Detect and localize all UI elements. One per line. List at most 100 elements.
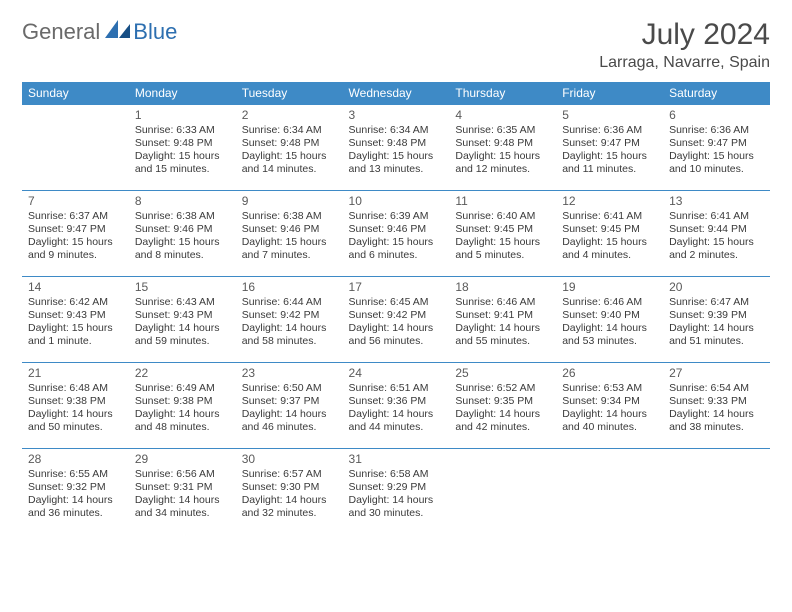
daylight-text: and 48 minutes. bbox=[135, 421, 230, 434]
sunrise-text: Sunrise: 6:52 AM bbox=[455, 382, 550, 395]
day-number: 27 bbox=[669, 366, 764, 380]
day-cell: 2Sunrise: 6:34 AMSunset: 9:48 PMDaylight… bbox=[236, 105, 343, 191]
daylight-text: and 40 minutes. bbox=[562, 421, 657, 434]
logo-sail-icon bbox=[105, 18, 131, 45]
day-number: 31 bbox=[349, 452, 444, 466]
sunrise-text: Sunrise: 6:40 AM bbox=[455, 210, 550, 223]
daylight-text: and 58 minutes. bbox=[242, 335, 337, 348]
day-cell: 10Sunrise: 6:39 AMSunset: 9:46 PMDayligh… bbox=[343, 191, 450, 277]
day-cell: 17Sunrise: 6:45 AMSunset: 9:42 PMDayligh… bbox=[343, 277, 450, 363]
sunrise-text: Sunrise: 6:37 AM bbox=[28, 210, 123, 223]
day-cell: 3Sunrise: 6:34 AMSunset: 9:48 PMDaylight… bbox=[343, 105, 450, 191]
sunrise-text: Sunrise: 6:36 AM bbox=[562, 124, 657, 137]
daylight-text: Daylight: 15 hours bbox=[562, 236, 657, 249]
daylight-text: Daylight: 14 hours bbox=[349, 408, 444, 421]
day-number: 6 bbox=[669, 108, 764, 122]
sunset-text: Sunset: 9:46 PM bbox=[349, 223, 444, 236]
day-cell: 18Sunrise: 6:46 AMSunset: 9:41 PMDayligh… bbox=[449, 277, 556, 363]
day-number: 19 bbox=[562, 280, 657, 294]
day-cell: 22Sunrise: 6:49 AMSunset: 9:38 PMDayligh… bbox=[129, 363, 236, 449]
day-cell: 26Sunrise: 6:53 AMSunset: 9:34 PMDayligh… bbox=[556, 363, 663, 449]
sunset-text: Sunset: 9:46 PM bbox=[135, 223, 230, 236]
day-number: 16 bbox=[242, 280, 337, 294]
daylight-text: Daylight: 15 hours bbox=[349, 236, 444, 249]
daylight-text: Daylight: 14 hours bbox=[28, 408, 123, 421]
sunrise-text: Sunrise: 6:46 AM bbox=[455, 296, 550, 309]
sunrise-text: Sunrise: 6:48 AM bbox=[28, 382, 123, 395]
day-cell: 27Sunrise: 6:54 AMSunset: 9:33 PMDayligh… bbox=[663, 363, 770, 449]
day-number: 3 bbox=[349, 108, 444, 122]
sunset-text: Sunset: 9:47 PM bbox=[562, 137, 657, 150]
col-sunday: Sunday bbox=[22, 82, 129, 105]
daylight-text: Daylight: 14 hours bbox=[562, 322, 657, 335]
sunset-text: Sunset: 9:38 PM bbox=[28, 395, 123, 408]
header: General Blue July 2024 Larraga, Navarre,… bbox=[22, 18, 770, 72]
day-cell bbox=[449, 449, 556, 535]
sunrise-text: Sunrise: 6:57 AM bbox=[242, 468, 337, 481]
page-title: July 2024 bbox=[599, 18, 770, 52]
sunset-text: Sunset: 9:47 PM bbox=[669, 137, 764, 150]
sunrise-text: Sunrise: 6:58 AM bbox=[349, 468, 444, 481]
col-wednesday: Wednesday bbox=[343, 82, 450, 105]
logo-word1: General bbox=[22, 19, 100, 45]
day-cell: 14Sunrise: 6:42 AMSunset: 9:43 PMDayligh… bbox=[22, 277, 129, 363]
daylight-text: and 15 minutes. bbox=[135, 163, 230, 176]
daylight-text: and 46 minutes. bbox=[242, 421, 337, 434]
daylight-text: Daylight: 15 hours bbox=[455, 150, 550, 163]
daylight-text: and 1 minute. bbox=[28, 335, 123, 348]
day-cell: 5Sunrise: 6:36 AMSunset: 9:47 PMDaylight… bbox=[556, 105, 663, 191]
day-cell: 8Sunrise: 6:38 AMSunset: 9:46 PMDaylight… bbox=[129, 191, 236, 277]
sunset-text: Sunset: 9:43 PM bbox=[135, 309, 230, 322]
sunrise-text: Sunrise: 6:38 AM bbox=[242, 210, 337, 223]
sunset-text: Sunset: 9:29 PM bbox=[349, 481, 444, 494]
daylight-text: Daylight: 15 hours bbox=[242, 150, 337, 163]
daylight-text: and 10 minutes. bbox=[669, 163, 764, 176]
daylight-text: and 50 minutes. bbox=[28, 421, 123, 434]
day-cell bbox=[556, 449, 663, 535]
sunset-text: Sunset: 9:43 PM bbox=[28, 309, 123, 322]
day-cell bbox=[22, 105, 129, 191]
sunset-text: Sunset: 9:42 PM bbox=[242, 309, 337, 322]
daylight-text: Daylight: 15 hours bbox=[242, 236, 337, 249]
sunrise-text: Sunrise: 6:35 AM bbox=[455, 124, 550, 137]
week-row: 1Sunrise: 6:33 AMSunset: 9:48 PMDaylight… bbox=[22, 105, 770, 191]
daylight-text: Daylight: 14 hours bbox=[242, 408, 337, 421]
day-cell: 12Sunrise: 6:41 AMSunset: 9:45 PMDayligh… bbox=[556, 191, 663, 277]
day-number: 23 bbox=[242, 366, 337, 380]
sunset-text: Sunset: 9:33 PM bbox=[669, 395, 764, 408]
sunset-text: Sunset: 9:46 PM bbox=[242, 223, 337, 236]
day-number: 18 bbox=[455, 280, 550, 294]
sunset-text: Sunset: 9:36 PM bbox=[349, 395, 444, 408]
location-text: Larraga, Navarre, Spain bbox=[599, 54, 770, 72]
sunset-text: Sunset: 9:30 PM bbox=[242, 481, 337, 494]
daylight-text: and 14 minutes. bbox=[242, 163, 337, 176]
day-cell: 29Sunrise: 6:56 AMSunset: 9:31 PMDayligh… bbox=[129, 449, 236, 535]
daylight-text: Daylight: 15 hours bbox=[669, 150, 764, 163]
daylight-text: and 6 minutes. bbox=[349, 249, 444, 262]
day-cell: 25Sunrise: 6:52 AMSunset: 9:35 PMDayligh… bbox=[449, 363, 556, 449]
daylight-text: Daylight: 15 hours bbox=[28, 236, 123, 249]
day-number: 12 bbox=[562, 194, 657, 208]
daylight-text: and 34 minutes. bbox=[135, 507, 230, 520]
sunset-text: Sunset: 9:42 PM bbox=[349, 309, 444, 322]
day-number: 29 bbox=[135, 452, 230, 466]
day-number: 25 bbox=[455, 366, 550, 380]
sunrise-text: Sunrise: 6:56 AM bbox=[135, 468, 230, 481]
sunrise-text: Sunrise: 6:41 AM bbox=[562, 210, 657, 223]
sunrise-text: Sunrise: 6:51 AM bbox=[349, 382, 444, 395]
daylight-text: and 42 minutes. bbox=[455, 421, 550, 434]
day-number: 24 bbox=[349, 366, 444, 380]
day-cell bbox=[663, 449, 770, 535]
daylight-text: Daylight: 15 hours bbox=[455, 236, 550, 249]
daylight-text: Daylight: 14 hours bbox=[135, 408, 230, 421]
sunset-text: Sunset: 9:48 PM bbox=[242, 137, 337, 150]
sunset-text: Sunset: 9:48 PM bbox=[349, 137, 444, 150]
sunrise-text: Sunrise: 6:42 AM bbox=[28, 296, 123, 309]
day-number: 11 bbox=[455, 194, 550, 208]
daylight-text: Daylight: 15 hours bbox=[669, 236, 764, 249]
title-block: July 2024 Larraga, Navarre, Spain bbox=[599, 18, 770, 72]
day-number: 8 bbox=[135, 194, 230, 208]
sunrise-text: Sunrise: 6:41 AM bbox=[669, 210, 764, 223]
week-row: 28Sunrise: 6:55 AMSunset: 9:32 PMDayligh… bbox=[22, 449, 770, 535]
sunrise-text: Sunrise: 6:49 AM bbox=[135, 382, 230, 395]
